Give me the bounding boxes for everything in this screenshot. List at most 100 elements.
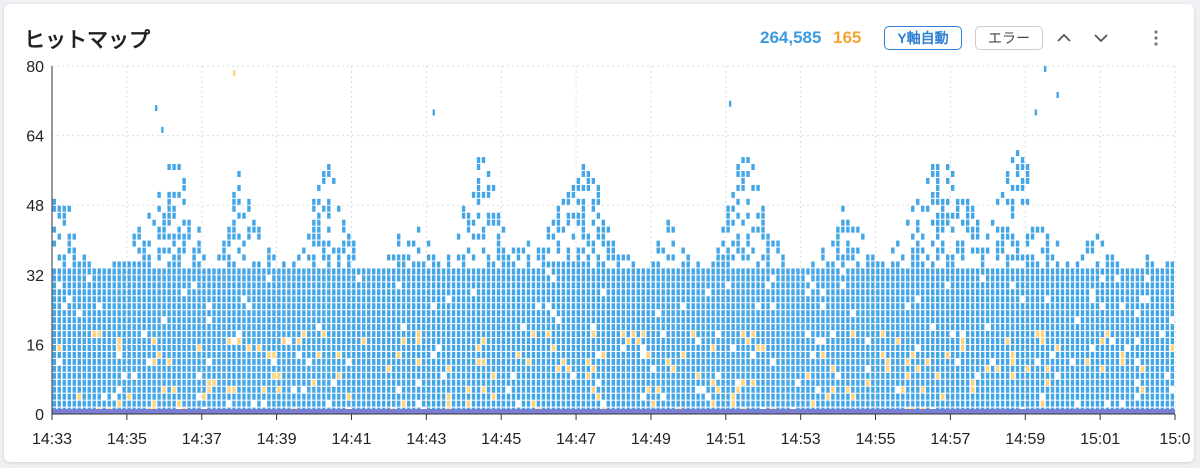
heatmap-cell [77, 303, 81, 310]
heatmap-cell [716, 268, 720, 275]
heatmap-cell [551, 345, 556, 351]
heatmap-cell [242, 351, 246, 358]
heatmap-cell [307, 275, 311, 282]
heatmap-cell [726, 393, 730, 400]
heatmap-cell [317, 282, 321, 289]
heatmap-cell [207, 393, 211, 400]
heatmap-cell [596, 198, 601, 205]
heatmap-cell [431, 358, 436, 365]
heatmap-cell [446, 303, 451, 310]
heatmap-cell [237, 386, 241, 393]
heatmap-cell [955, 351, 960, 358]
heatmap-cell [1110, 331, 1115, 338]
heatmap-cell [970, 393, 975, 400]
heatmap-cell [1080, 358, 1085, 365]
heatmap-cell [476, 212, 481, 219]
heatmap-cell [711, 372, 715, 379]
heatmap-cell [57, 310, 61, 317]
heatmap-cell [87, 372, 91, 379]
heatmap-cell [227, 317, 231, 324]
heatmap-cell [666, 386, 670, 393]
heatmap-cell [851, 296, 855, 303]
heatmap-cell [1085, 310, 1090, 317]
heatmap-cell [591, 379, 596, 386]
y-axis-auto-button[interactable]: Y軸自動 [884, 26, 962, 50]
heatmap-cell [661, 345, 665, 351]
heatmap-cell [536, 379, 541, 386]
heatmap-cell [841, 386, 845, 393]
heatmap-cell [721, 379, 725, 386]
heatmap-cell [955, 268, 960, 275]
heatmap-cell [821, 247, 825, 254]
heatmap-cell [142, 324, 146, 331]
heatmap-cell [596, 400, 601, 407]
heatmap-cell [616, 282, 620, 289]
heatmap-cell [352, 317, 356, 324]
heatmap-cell [367, 358, 371, 365]
heatmap-cell [516, 289, 521, 296]
heatmap-cell [207, 351, 211, 358]
heatmap-cell [556, 365, 561, 372]
heatmap-cell [187, 379, 191, 386]
heatmap-cell [951, 351, 955, 358]
heatmap-cell [871, 310, 875, 317]
heatmap-cell [1075, 351, 1080, 358]
more-vertical-icon[interactable] [1144, 26, 1168, 50]
heatmap-cell [731, 289, 735, 296]
heatmap-cell [352, 393, 356, 400]
heatmap-cell [901, 289, 905, 296]
heatmap-cell [616, 338, 620, 344]
heatmap-cell [606, 351, 610, 358]
heatmap-cell [916, 219, 920, 226]
heatmap-cell [666, 289, 670, 296]
heatmap-cell [741, 345, 745, 351]
heatmap-cell [1050, 372, 1055, 379]
heatmap-cell [436, 379, 441, 386]
heatmap-cell [681, 261, 685, 268]
heatmap-cell [491, 338, 496, 344]
heatmap-cell [881, 282, 885, 289]
heatmap-cell [766, 372, 770, 379]
heatmap-cell [686, 261, 690, 268]
heatmap-cell [77, 289, 81, 296]
heatmap-cell [916, 393, 920, 400]
chevron-down-icon[interactable] [1089, 26, 1113, 50]
heatmap-cell [841, 393, 845, 400]
heatmap-cell [985, 400, 990, 407]
heatmap-cell [736, 296, 740, 303]
heatmap-cell [406, 296, 411, 303]
heatmap-cell [87, 365, 91, 372]
heatmap-cell [726, 289, 730, 296]
heatmap-cell [741, 303, 745, 310]
heatmap-cell [551, 400, 556, 407]
heatmap-cell [92, 358, 96, 365]
heatmap-cell [426, 393, 431, 400]
heatmap-cell [421, 275, 426, 282]
heatmap-cell [911, 345, 915, 351]
heatmap-cell [596, 289, 601, 296]
heatmap-cell [317, 351, 321, 358]
heatmap-cell [322, 393, 326, 400]
heatmap-cell [606, 317, 610, 324]
heatmap-cell [731, 317, 735, 324]
heatmap-cell [581, 338, 586, 344]
heatmap-cell [177, 310, 181, 317]
heatmap-cell [92, 331, 96, 338]
heatmap-cell [581, 212, 586, 219]
heatmap-cell [831, 303, 835, 310]
heatmap-cell [307, 282, 311, 289]
heatmap-cell [611, 240, 615, 247]
heatmap-cell [222, 400, 226, 407]
heatmap-cell [876, 275, 880, 282]
heatmap-cell [277, 296, 281, 303]
chevron-up-icon[interactable] [1052, 26, 1076, 50]
error-filter-button[interactable]: エラー [975, 26, 1043, 50]
heatmap-cell [1065, 351, 1070, 358]
heatmap-cell [960, 393, 965, 400]
heatmap-cell [1000, 379, 1005, 386]
heatmap-cell [347, 338, 351, 344]
heatmap-cell [816, 296, 820, 303]
heatmap-cell [566, 393, 571, 400]
heatmap-cell [332, 268, 336, 275]
